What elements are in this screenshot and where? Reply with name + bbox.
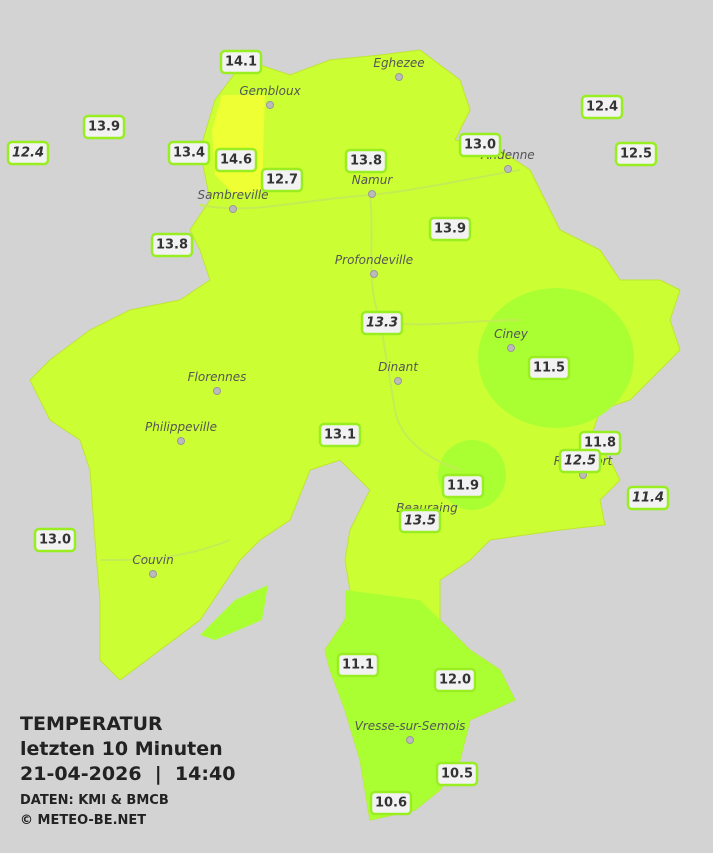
station-box — [318, 422, 362, 448]
station-value: 13.4 — [173, 146, 205, 161]
cool-zone — [325, 590, 515, 820]
station-value: 12.7 — [266, 173, 298, 188]
station-box — [428, 216, 472, 242]
station-value: 12.0 — [439, 673, 471, 688]
town-dot — [394, 377, 402, 385]
station-value: 14.1 — [225, 55, 257, 70]
town-label: Florennes — [188, 370, 247, 384]
station-box — [433, 667, 477, 693]
station-value: 11.9 — [447, 479, 479, 494]
station-value: 14.6 — [220, 153, 252, 168]
town-label: Ciney — [494, 327, 529, 341]
station-value: 13.0 — [464, 138, 496, 153]
town-dot — [504, 165, 512, 173]
station-box — [33, 527, 77, 553]
station-box — [260, 167, 304, 193]
station-value: 10.6 — [375, 796, 407, 811]
station-value: 13.8 — [156, 238, 188, 253]
station-box — [458, 132, 502, 158]
town-label: Couvin — [132, 553, 173, 567]
town-dot — [368, 190, 376, 198]
town-dot — [507, 344, 515, 352]
town-dot — [229, 205, 237, 213]
station-box — [558, 448, 602, 474]
cool-zone — [200, 585, 268, 640]
station-box — [398, 508, 442, 534]
station-value: 13.9 — [88, 120, 120, 135]
station-box — [527, 355, 571, 381]
station-box — [626, 485, 670, 511]
station-value: 12.5 — [564, 454, 596, 469]
station-value: 12.5 — [620, 147, 652, 162]
station-box — [580, 94, 624, 120]
station-value: 11.4 — [632, 491, 664, 506]
legend: TEMPERATUR letzten 10 Minuten 21-04-2026… — [20, 713, 235, 828]
station-box — [435, 761, 479, 787]
station-box — [360, 310, 404, 336]
town-dot — [213, 387, 221, 395]
station-box — [6, 140, 50, 166]
station-box — [344, 148, 388, 174]
station-box — [214, 147, 258, 173]
legend-source: DATEN: KMI & BMCB — [20, 793, 169, 808]
station-box — [167, 140, 211, 166]
town-label: Profondeville — [335, 253, 413, 267]
town-dot — [370, 270, 378, 278]
station-value: 13.0 — [39, 533, 71, 548]
station-box — [150, 232, 194, 258]
town-dot — [395, 73, 403, 81]
town-label: Dinant — [378, 360, 419, 374]
station-box — [441, 473, 485, 499]
legend-period: letzten 10 Minuten — [20, 738, 223, 760]
station-value: 13.1 — [324, 428, 356, 443]
station-value: 11.1 — [342, 658, 374, 673]
station-box — [82, 114, 126, 140]
station-value: 11.5 — [533, 361, 565, 376]
station-box — [614, 141, 658, 167]
town-dot — [149, 570, 157, 578]
legend-copyright: © METEO-BE.NET — [20, 813, 146, 828]
town-label: Vresse-sur-Semois — [355, 719, 466, 733]
town-label: Gembloux — [239, 84, 301, 98]
station-box — [369, 790, 413, 816]
town-label: Namur — [352, 173, 394, 187]
town-dot — [266, 101, 274, 109]
town-label: Philippeville — [145, 420, 217, 434]
station-value: 12.4 — [586, 100, 618, 115]
station-value: 11.8 — [584, 436, 616, 451]
town-label: Sambreville — [197, 188, 268, 202]
town-dot — [406, 736, 414, 744]
town-dot — [177, 437, 185, 445]
station-value: 13.9 — [434, 222, 466, 237]
station-value: 13.8 — [350, 154, 382, 169]
station-box — [336, 652, 380, 678]
station-value: 13.5 — [404, 514, 436, 529]
station-value: 12.4 — [12, 146, 44, 161]
town-label: Eghezee — [373, 56, 424, 70]
legend-timestamp: 21-04-2026 | 14:40 — [20, 763, 235, 785]
station-value: 13.3 — [366, 316, 398, 331]
station-box — [219, 49, 263, 75]
legend-title: TEMPERATUR — [20, 713, 163, 735]
station-value: 10.5 — [441, 767, 473, 782]
